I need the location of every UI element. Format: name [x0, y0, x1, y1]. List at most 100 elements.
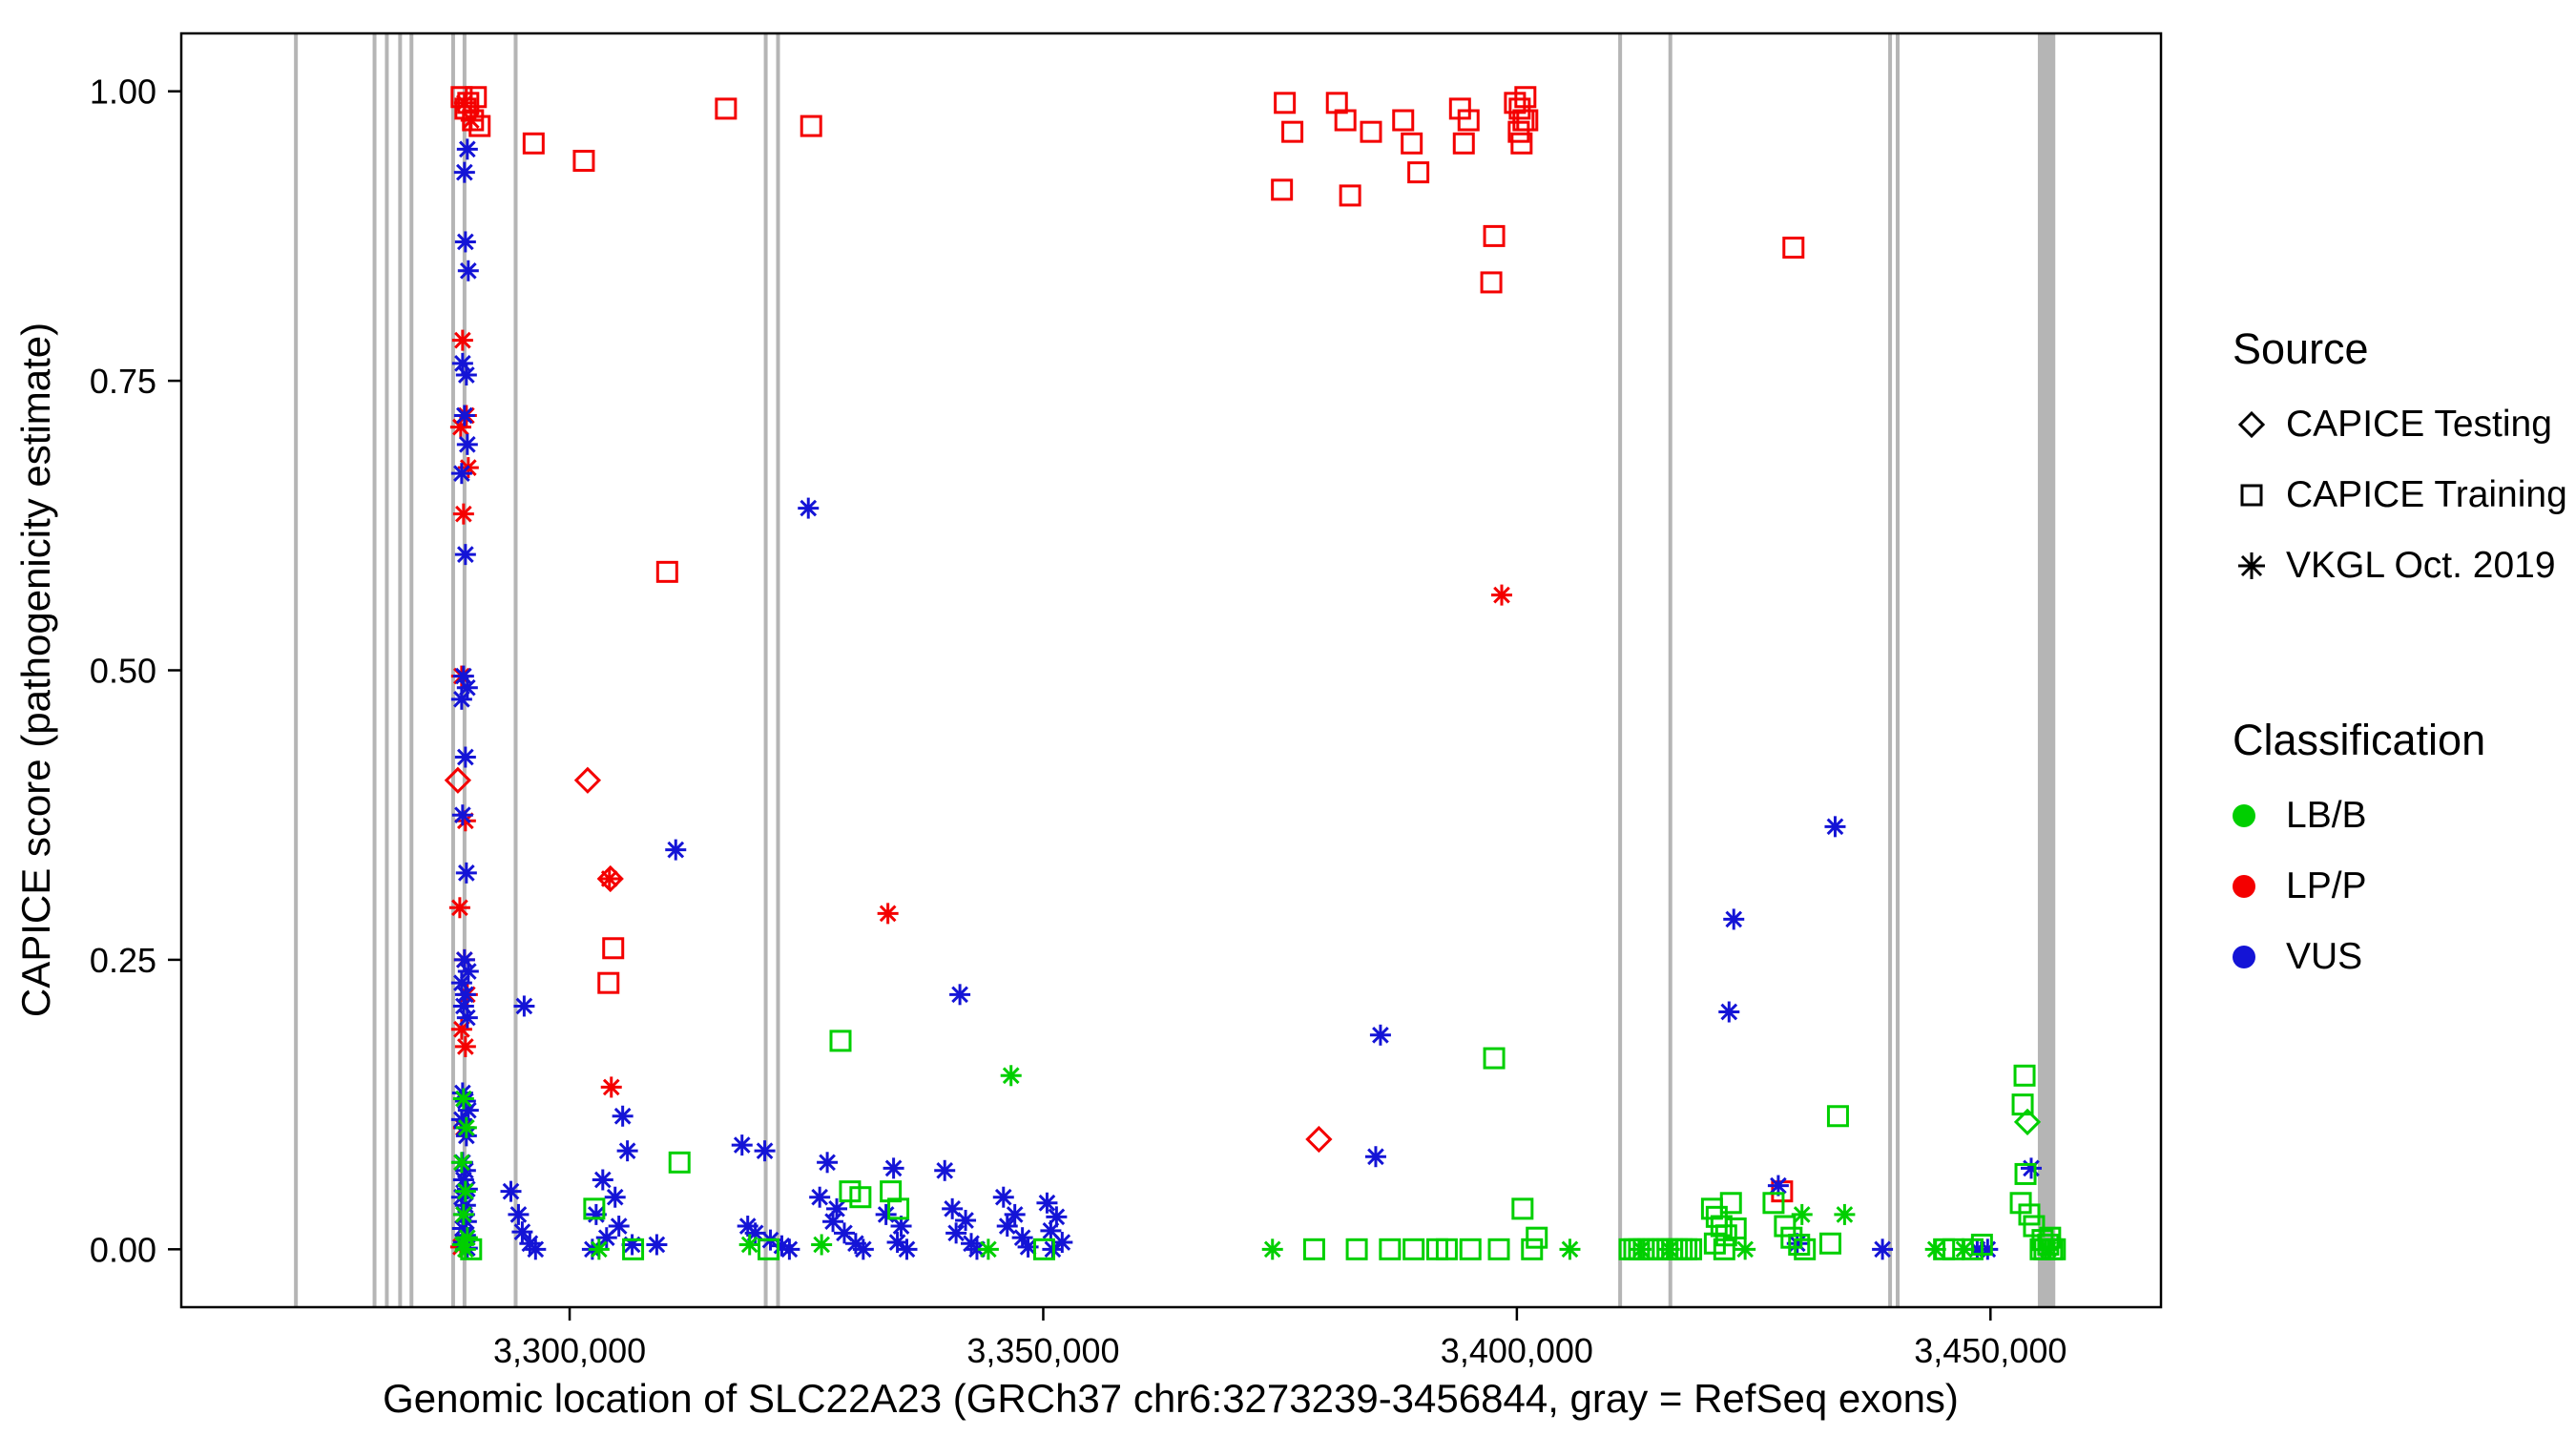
exon-marker	[1888, 33, 1893, 1307]
exon-marker	[1668, 33, 1672, 1307]
data-point	[1977, 1238, 1999, 1260]
data-point	[942, 1197, 964, 1219]
data-point	[665, 839, 687, 861]
data-point	[453, 161, 475, 183]
data-point	[1514, 86, 1537, 109]
legend-item-label: LB/B	[2286, 795, 2367, 836]
data-point	[583, 1197, 606, 1220]
data-point	[1271, 178, 1294, 201]
data-point	[1510, 132, 1533, 155]
data-point	[454, 1180, 476, 1202]
data-point	[1339, 184, 1361, 207]
data-point	[1032, 1238, 1055, 1260]
data-point	[2013, 1108, 2042, 1135]
y-tick-label: 0.00	[90, 1230, 156, 1269]
data-point	[450, 1152, 472, 1174]
data-point	[852, 1238, 874, 1260]
data-point	[454, 231, 476, 253]
data-point	[996, 1216, 1018, 1238]
data-point	[454, 1035, 476, 1057]
legend-item-label: VKGL Oct. 2019	[2286, 545, 2556, 586]
data-point	[457, 961, 479, 983]
data-point	[448, 897, 470, 919]
data-point	[592, 1169, 613, 1191]
data-point	[1369, 1024, 1391, 1046]
data-point	[508, 1203, 530, 1225]
data-point	[817, 1152, 839, 1174]
data-point	[572, 150, 595, 172]
data-point	[1407, 161, 1430, 184]
y-tick-label: 0.50	[90, 652, 156, 691]
data-point	[1364, 1146, 1386, 1168]
data-point	[2037, 1233, 2060, 1256]
data-point	[1036, 1192, 1058, 1214]
data-point	[1788, 1233, 1811, 1256]
data-point	[1970, 1233, 1993, 1256]
data-point	[1782, 237, 1805, 260]
y-tick-label: 1.00	[90, 73, 156, 112]
data-point	[934, 1159, 956, 1181]
data-point	[800, 114, 822, 137]
data-point	[1826, 1105, 1849, 1128]
data-point	[1774, 1215, 1797, 1238]
data-point	[955, 1209, 977, 1231]
data-point	[738, 1234, 760, 1256]
data-point	[2018, 1203, 2041, 1226]
data-point	[513, 995, 535, 1017]
data-point	[457, 260, 479, 281]
plot-panel: 3,300,000 3,350,000 3,400,000 3,450,000 0.00…	[90, 31, 2163, 1370]
data-point	[1302, 1238, 1325, 1260]
data-point	[896, 1238, 918, 1260]
data-point	[1392, 109, 1415, 132]
data-point	[1261, 1238, 1283, 1260]
data-point	[1794, 1238, 1817, 1260]
data-point	[2013, 1064, 2036, 1087]
exon-marker	[776, 33, 780, 1307]
data-point	[1521, 1238, 1544, 1260]
green-dot-icon	[2233, 804, 2286, 827]
data-point	[1526, 1226, 1548, 1249]
data-point	[522, 132, 545, 155]
data-point	[1457, 109, 1480, 132]
data-point	[1872, 1238, 1894, 1260]
data-point	[460, 1238, 483, 1260]
legend-item-label: CAPICE Training	[2286, 474, 2567, 515]
legend-item-capice-testing: CAPICE Testing	[2233, 389, 2567, 460]
x-axis-label: Genomic location of SLC22A23 (GRCh37 chr…	[383, 1376, 1959, 1421]
data-point	[1724, 1217, 1747, 1239]
exon-marker	[384, 33, 389, 1307]
exon-marker	[2037, 33, 2056, 1307]
data-point	[588, 1238, 610, 1260]
exon-marker	[513, 33, 518, 1307]
data-point	[444, 766, 472, 794]
data-point	[452, 503, 474, 525]
data-point	[1680, 1238, 1703, 1260]
data-point	[622, 1238, 645, 1260]
data-point	[880, 1180, 903, 1203]
legend-item-vus: VUS	[2233, 922, 2567, 992]
data-point	[646, 1234, 668, 1256]
data-point	[1719, 1192, 1742, 1215]
data-point	[1559, 1238, 1581, 1260]
x-tick-label: 3,350,000	[966, 1331, 1119, 1370]
data-point	[1824, 816, 1846, 838]
diamond-icon	[2233, 406, 2286, 444]
data-point	[460, 110, 482, 132]
legend-source-title: Source	[2233, 324, 2369, 373]
data-point	[883, 1157, 904, 1179]
data-point	[1402, 1238, 1425, 1260]
data-point	[1281, 120, 1304, 143]
data-point	[1780, 1226, 1803, 1249]
legend-source-group: Source CAPICE Testing CAPICE Training	[2233, 324, 2567, 601]
data-point	[2014, 1162, 2037, 1185]
y-tick-label: 0.25	[90, 941, 156, 980]
data-point	[451, 804, 473, 826]
data-point	[992, 1186, 1014, 1208]
data-point	[511, 1221, 533, 1243]
data-point	[731, 1134, 753, 1156]
data-point	[1274, 92, 1297, 114]
data-point	[454, 1238, 476, 1260]
data-point	[452, 1088, 474, 1110]
data-point	[2020, 1157, 2042, 1179]
